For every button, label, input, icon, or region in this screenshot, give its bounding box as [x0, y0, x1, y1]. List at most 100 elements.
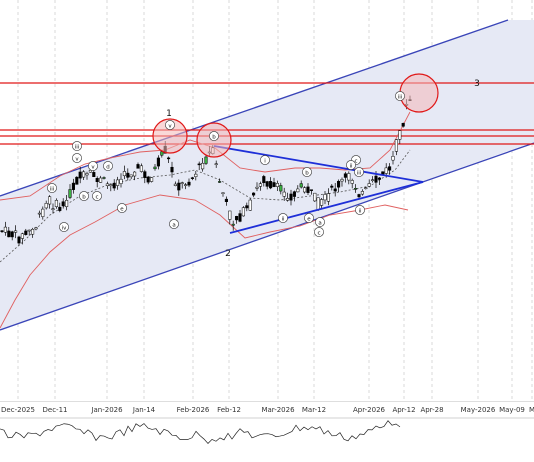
candle-body	[20, 233, 24, 239]
candle-body	[201, 162, 205, 170]
candle-body	[99, 177, 103, 183]
candle-body	[282, 191, 286, 197]
candle-body	[109, 184, 113, 187]
sub-wave-marker	[92, 191, 102, 201]
candle-body	[177, 182, 181, 191]
x-tick-label: M	[529, 406, 534, 414]
channel-upper-line	[0, 19, 509, 197]
wave-label: 1	[166, 109, 172, 119]
candle-body	[3, 226, 7, 233]
sub-wave-label: iii	[398, 94, 403, 100]
candle-body	[126, 172, 130, 178]
candle-body	[184, 184, 188, 186]
candle-body	[279, 185, 283, 192]
candle-body	[228, 210, 232, 220]
x-tick-label: Apr-12	[392, 406, 415, 414]
sub-wave-marker	[354, 167, 364, 177]
candle-body	[180, 182, 184, 184]
sub-wave-label: i	[264, 158, 266, 164]
x-tick-label: Apr-2026	[353, 406, 386, 414]
candle-body	[306, 186, 310, 193]
candle-body	[156, 157, 160, 167]
triangle-pattern	[213, 145, 424, 234]
sub-wave-label: b	[212, 134, 216, 140]
sub-wave-label: c	[354, 158, 357, 164]
sub-wave-label: iii	[50, 186, 55, 192]
candle-body	[326, 193, 330, 202]
candle-body	[71, 182, 75, 190]
candle-body	[286, 198, 290, 201]
candle-body	[292, 191, 296, 197]
candle-body	[218, 181, 222, 183]
candle-body	[129, 174, 133, 178]
sub-wave-label: c	[317, 230, 320, 236]
triangle-lower-line	[229, 181, 424, 234]
candle-body	[388, 166, 392, 171]
candle-body	[391, 156, 395, 161]
candle-body	[214, 163, 218, 165]
candle-body	[146, 176, 150, 183]
candle-body	[347, 173, 351, 181]
candle-body	[367, 183, 371, 187]
sub-wave-marker	[88, 161, 98, 171]
candle-body	[333, 188, 337, 192]
candle-body	[262, 176, 266, 184]
resistance-levels	[0, 82, 534, 145]
sub-wave-label: e	[307, 216, 311, 222]
sub-wave-marker	[103, 161, 113, 171]
candle-body	[34, 227, 38, 230]
sub-wave-marker	[72, 153, 82, 163]
sub-wave-label: a	[172, 222, 175, 228]
candle-body	[330, 185, 334, 188]
sub-wave-label: b	[305, 170, 309, 176]
candle-body	[7, 230, 11, 238]
channel-lower-line	[0, 142, 534, 331]
candle-body	[313, 192, 317, 202]
candle-body	[241, 207, 245, 217]
wave-labels: 1 2 3	[166, 79, 480, 259]
candle-body	[320, 199, 324, 206]
candle-body	[10, 231, 14, 238]
candle-body	[350, 180, 354, 184]
candle-body	[48, 196, 52, 205]
candle-body	[170, 166, 174, 173]
sub-wave-label: v	[75, 156, 79, 162]
sub-wave-label: ii	[281, 216, 285, 222]
sub-wave-marker	[59, 222, 69, 232]
x-axis-ticks: Dec-2025 Dec-11 Jan-2026 Jan-14 Feb-2026 Feb-…	[1, 406, 534, 414]
candle-body	[136, 164, 140, 169]
candle-body	[24, 230, 28, 235]
candle-body	[150, 177, 154, 182]
sub-wave-label: ii	[349, 163, 353, 169]
candle-body	[61, 201, 65, 207]
candle-body	[394, 139, 398, 152]
candle-body	[51, 208, 55, 210]
candle-body	[221, 192, 225, 194]
candle-body	[343, 173, 347, 178]
candle-body	[360, 191, 364, 195]
candle-body	[167, 157, 171, 160]
sub-wave-marker	[278, 213, 288, 223]
sub-wave-marker	[346, 160, 356, 170]
candle-body	[122, 171, 126, 177]
sub-wave-marker	[355, 205, 365, 215]
candle-body	[88, 169, 92, 173]
candle-body	[17, 236, 21, 244]
candle-body	[78, 171, 82, 179]
sub-wave-marker	[79, 191, 89, 201]
candle-body	[258, 183, 262, 187]
candle-body	[143, 171, 147, 178]
sub-wave-marker	[395, 91, 405, 101]
candle-body	[204, 156, 208, 164]
sub-wave-marker	[304, 213, 314, 223]
candle-body	[133, 171, 137, 177]
x-tick-label: Apr-28	[420, 406, 443, 414]
candle-body	[299, 183, 303, 188]
highlight-circle	[152, 118, 188, 154]
x-tick-label: Mar-12	[302, 406, 326, 414]
candle-body	[303, 187, 307, 193]
candle-body	[92, 172, 96, 177]
candle-body	[235, 216, 239, 221]
candle-body	[95, 178, 99, 183]
candle-body	[296, 188, 300, 193]
